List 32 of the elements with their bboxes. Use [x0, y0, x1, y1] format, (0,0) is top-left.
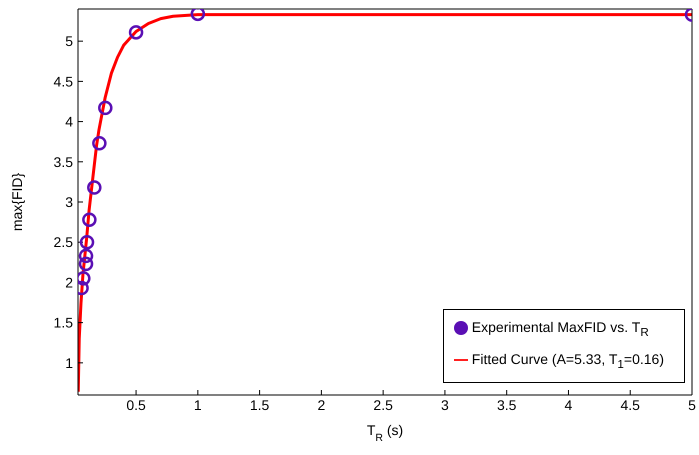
y-axis-title: max{FID}: [9, 172, 25, 232]
y-tick-label: 2.5: [54, 234, 74, 250]
y-tick-label: 4: [65, 114, 74, 130]
point: [87, 180, 102, 195]
x-tick-label: 5: [688, 396, 696, 413]
y-tick-label: 5: [65, 33, 74, 50]
x-tick-label: 3: [441, 396, 450, 413]
point: [128, 25, 144, 40]
y-tick-label: 4.5: [54, 73, 74, 90]
x-tick-label: 1.5: [250, 396, 270, 413]
x-tick-label: 2.5: [373, 396, 394, 413]
legend-label: Experimental MaxFID vs. T$_{R}$: [472, 319, 649, 340]
x-tick-label: 4.5: [620, 396, 640, 413]
point: [82, 212, 97, 227]
point: [190, 9, 206, 22]
x-tick-label: 1: [194, 396, 202, 413]
x-tick-label: 4: [564, 396, 573, 413]
point: [92, 136, 107, 151]
y-tick-label: 3: [65, 194, 74, 210]
x-axis-title: T$_{R}$ (s): [366, 422, 404, 444]
y-tick-label: 1.5: [54, 314, 74, 331]
point: [80, 234, 94, 250]
point: [98, 100, 113, 116]
point: [78, 248, 94, 264]
y-tick-label: 2: [65, 274, 74, 290]
legend-label: Fitted Curve (A=5.33, T$_{1}$=0.16): [472, 351, 664, 371]
point: [78, 256, 94, 272]
x-tick-label: 2: [317, 396, 326, 413]
y-tick-label: 1: [65, 354, 74, 371]
x-tick-label: 0.5: [126, 396, 146, 413]
x-tick-label: 3.5: [496, 396, 517, 413]
y-tick-label: 3.5: [54, 154, 74, 170]
